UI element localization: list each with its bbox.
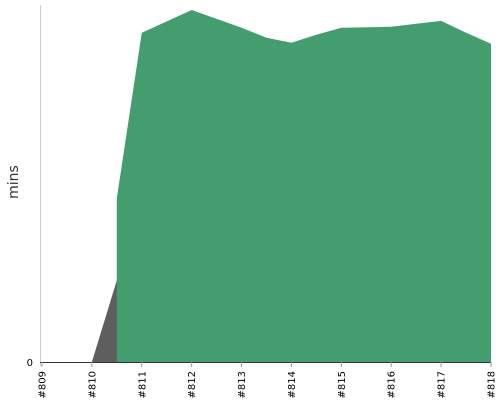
y-tick-label: 0 — [27, 358, 33, 369]
x-tick-label: #814 — [287, 371, 298, 398]
x-tick-label: #816 — [387, 371, 398, 398]
y-axis-label: mins — [6, 165, 22, 199]
x-tick-label: #812 — [187, 371, 198, 398]
series-group — [42, 10, 492, 362]
series-1-area — [116, 10, 492, 362]
axes-group: #809 #810 #811 #812 #813 #814 #815 #816 #817 #818… — [27, 5, 498, 398]
x-tick-label: #817 — [437, 371, 448, 398]
x-tick-label: #811 — [137, 371, 148, 398]
x-tick-label: #810 — [87, 371, 98, 398]
x-tick-label: #818 — [487, 371, 498, 398]
x-tick-label: #813 — [237, 371, 248, 398]
x-tick-label: #815 — [337, 371, 348, 398]
x-tick-label: #809 — [38, 371, 49, 398]
